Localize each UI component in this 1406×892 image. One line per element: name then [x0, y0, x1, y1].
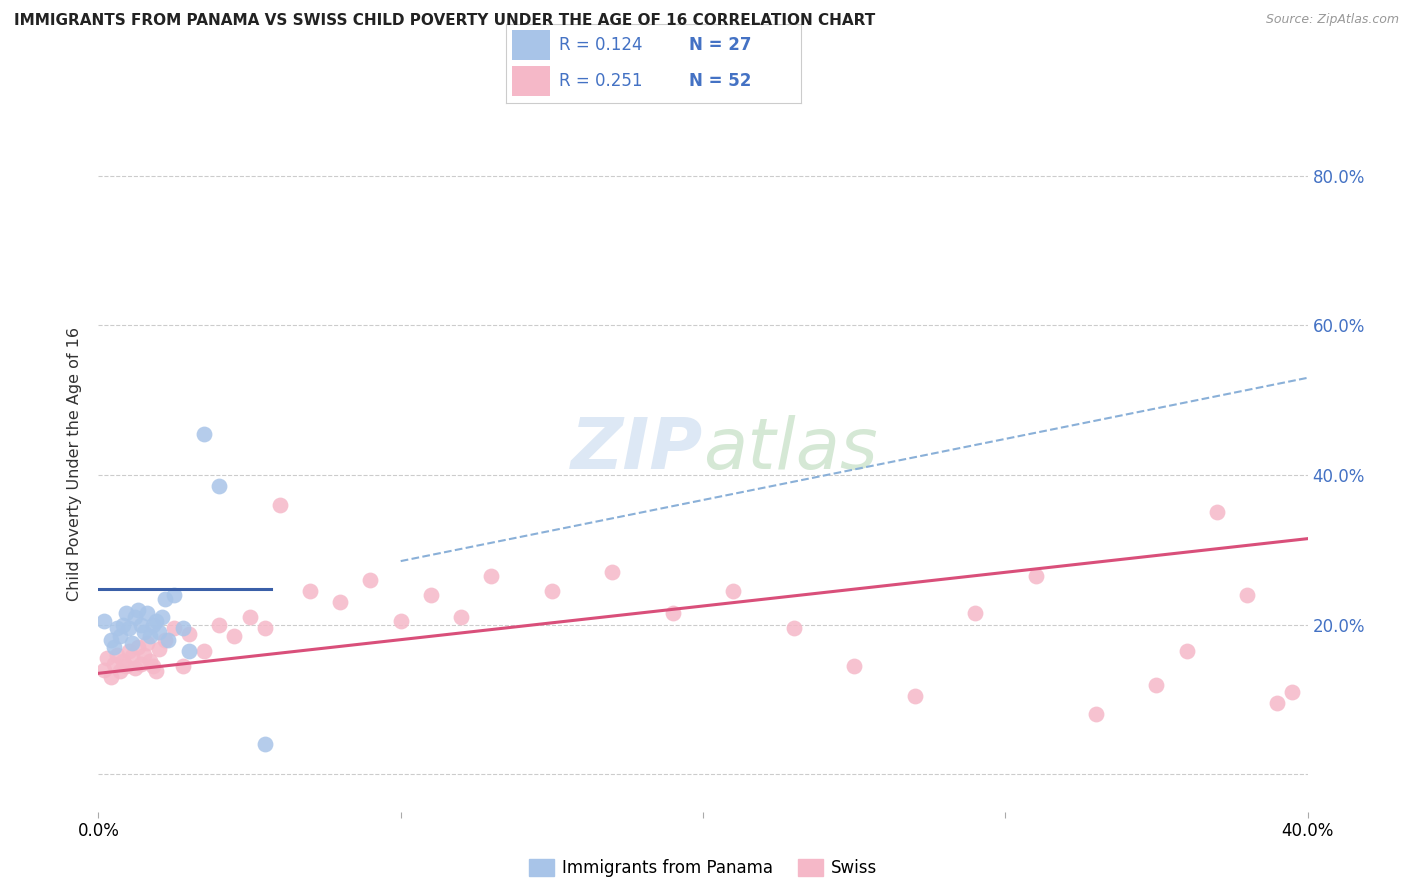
Point [145, 664, 167, 678]
Point [142, 658, 165, 673]
Point [121, 649, 143, 664]
Point [135, 607, 157, 621]
Point [1144, 677, 1167, 691]
Point [723, 584, 745, 599]
Point [179, 644, 201, 658]
Point [132, 648, 155, 662]
Point [844, 658, 866, 673]
Point [105, 622, 128, 636]
Point [153, 591, 176, 606]
Point [481, 569, 503, 583]
Point [100, 670, 122, 684]
Point [124, 661, 146, 675]
Point [329, 595, 352, 609]
Point [108, 629, 131, 643]
Point [1024, 569, 1046, 583]
Point [1267, 696, 1289, 710]
Point [253, 738, 276, 752]
FancyBboxPatch shape [512, 30, 550, 60]
Point [193, 644, 215, 658]
Point [253, 622, 276, 636]
FancyBboxPatch shape [512, 67, 550, 96]
Point [172, 658, 194, 673]
Point [420, 588, 443, 602]
Point [108, 664, 131, 678]
Point [129, 617, 152, 632]
Point [540, 584, 562, 599]
Point [163, 622, 186, 636]
Point [129, 657, 152, 671]
Point [139, 654, 162, 668]
Point [93, 614, 115, 628]
Point [100, 632, 122, 647]
Legend: Immigrants from Panama, Swiss: Immigrants from Panama, Swiss [522, 852, 884, 883]
Point [148, 625, 170, 640]
Point [156, 632, 179, 647]
Point [96, 651, 118, 665]
Text: R = 0.251: R = 0.251 [560, 72, 643, 90]
Point [105, 648, 128, 662]
Point [450, 610, 472, 624]
Point [103, 657, 125, 671]
Text: ZIP: ZIP [571, 416, 703, 484]
Point [111, 654, 134, 668]
Point [145, 614, 167, 628]
Point [1281, 685, 1303, 699]
Point [114, 658, 136, 673]
Text: atlas: atlas [703, 416, 877, 484]
Point [1085, 707, 1108, 722]
Point [389, 614, 412, 628]
Point [239, 610, 262, 624]
Point [148, 641, 170, 656]
Point [1175, 644, 1198, 658]
Point [360, 573, 382, 587]
Point [118, 622, 141, 636]
Point [121, 636, 143, 650]
Point [139, 629, 162, 643]
Point [153, 632, 176, 647]
Point [172, 622, 194, 636]
Point [208, 617, 231, 632]
Point [299, 584, 322, 599]
Point [111, 617, 134, 632]
Point [114, 607, 136, 621]
Text: N = 27: N = 27 [689, 37, 752, 54]
Point [93, 663, 115, 677]
Text: R = 0.124: R = 0.124 [560, 37, 643, 54]
Point [269, 498, 291, 512]
Point [179, 626, 201, 640]
Point [163, 588, 186, 602]
Y-axis label: Child Poverty Under the Age of 16: Child Poverty Under the Age of 16 [67, 326, 83, 601]
Point [193, 426, 215, 441]
Point [1236, 588, 1258, 602]
Point [602, 566, 624, 580]
Point [135, 636, 157, 650]
Point [127, 640, 149, 654]
Point [150, 610, 173, 624]
Point [208, 479, 231, 493]
Text: IMMIGRANTS FROM PANAMA VS SWISS CHILD POVERTY UNDER THE AGE OF 16 CORRELATION CH: IMMIGRANTS FROM PANAMA VS SWISS CHILD PO… [14, 13, 876, 29]
Point [142, 617, 165, 632]
Point [127, 603, 149, 617]
Point [783, 622, 806, 636]
Point [904, 689, 927, 703]
Point [103, 640, 125, 654]
Text: Source: ZipAtlas.com: Source: ZipAtlas.com [1265, 13, 1399, 27]
Point [662, 607, 685, 621]
Point [124, 610, 146, 624]
Point [965, 607, 987, 621]
Point [1206, 506, 1229, 520]
Point [132, 625, 155, 640]
Point [224, 629, 246, 643]
Text: N = 52: N = 52 [689, 72, 752, 90]
Point [118, 644, 141, 658]
